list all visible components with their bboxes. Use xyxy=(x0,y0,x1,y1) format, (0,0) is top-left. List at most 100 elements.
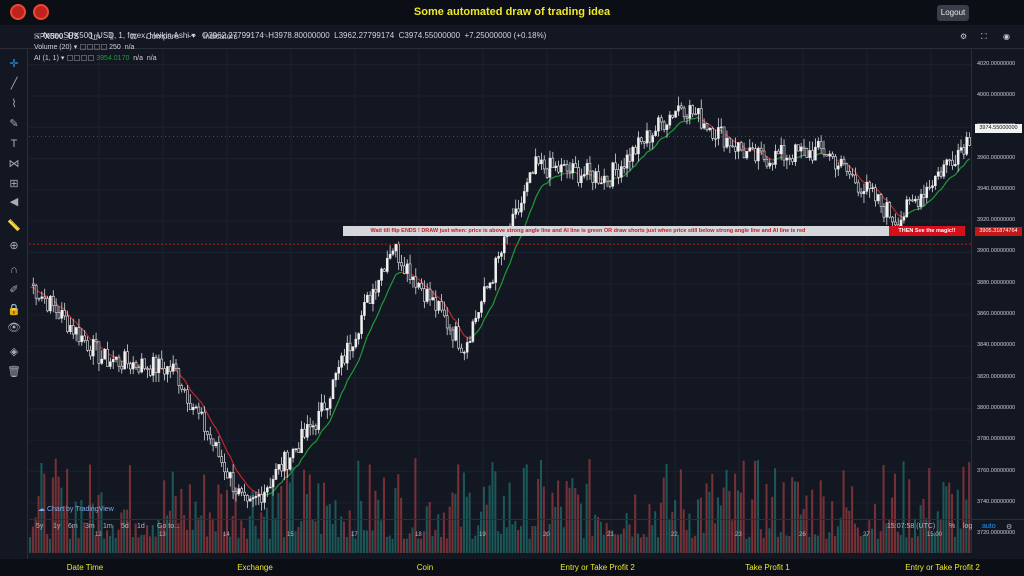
ai-line-segment xyxy=(395,272,399,276)
candle-body xyxy=(140,358,144,373)
zoom-in-icon[interactable]: ⊕ xyxy=(9,240,19,252)
logout-button[interactable]: Logout xyxy=(937,5,969,21)
range-3m[interactable]: 3m xyxy=(85,523,95,530)
time-tick-label: 15 xyxy=(287,532,294,538)
volume-bar xyxy=(831,501,834,553)
screenshot-icon[interactable]: ◉ xyxy=(1003,32,1010,41)
fullscreen-icon[interactable]: ⛶ xyxy=(981,32,987,41)
candle-body xyxy=(191,407,195,411)
settings-icon[interactable]: ⚙ xyxy=(960,32,968,41)
volume-bar xyxy=(120,512,123,553)
indicators-icon[interactable]: 〰 xyxy=(188,32,196,41)
volume-bar xyxy=(885,523,888,553)
tradingview-watermark[interactable]: ☁ Chart by TradingView xyxy=(38,506,114,513)
ruler-icon[interactable]: 📏 xyxy=(7,220,21,232)
price-axis[interactable] xyxy=(971,49,1024,553)
indicators-button[interactable]: Indicators xyxy=(203,32,238,41)
volume-bar xyxy=(893,473,896,553)
clock[interactable]: 15:07:58 (UTC) xyxy=(887,523,936,530)
volume-bar xyxy=(497,531,500,553)
volume-bar xyxy=(559,506,562,553)
fib-icon[interactable]: ⌇ xyxy=(11,98,17,110)
brush-icon[interactable]: ✎ xyxy=(9,118,19,130)
volume-bar xyxy=(377,499,380,553)
candle-body xyxy=(328,398,332,409)
candle-body xyxy=(902,216,906,221)
ai-line-segment xyxy=(209,418,214,425)
volume-bar xyxy=(305,494,308,553)
ai-line-segment xyxy=(934,191,939,196)
ai-line-segment xyxy=(686,118,691,122)
volume-label[interactable]: Volume (20) xyxy=(34,44,72,51)
candle-body xyxy=(517,208,520,213)
back-arrow-icon[interactable]: ◀ xyxy=(9,196,19,208)
range-1m[interactable]: 1m xyxy=(103,523,113,530)
volume-bar xyxy=(617,534,620,553)
compare-button[interactable]: Compare xyxy=(146,32,179,41)
candle-body xyxy=(134,362,138,368)
range-6m[interactable]: 6m xyxy=(68,523,78,530)
volume-bar xyxy=(422,531,425,553)
text-icon[interactable]: T xyxy=(10,138,18,150)
ai-line-segment xyxy=(798,155,802,158)
ai-label[interactable]: AI (1, 1) xyxy=(34,55,59,62)
candle-body xyxy=(131,362,135,370)
volume-bar xyxy=(511,524,514,553)
range-5d[interactable]: 5d xyxy=(121,523,129,530)
candle-body xyxy=(551,157,555,169)
candle-body xyxy=(814,146,817,161)
candle-body xyxy=(622,166,626,169)
prediction-icon[interactable]: ⊞ xyxy=(9,178,19,190)
ai-line-segment xyxy=(894,210,899,216)
candle-body xyxy=(77,327,81,343)
range-1y[interactable]: 1y xyxy=(53,523,61,530)
redo-icon[interactable]: ↷ xyxy=(262,32,269,41)
symbol-search[interactable]: SPX500_US xyxy=(34,32,79,41)
candle-body xyxy=(34,285,38,299)
candle-body xyxy=(691,105,694,115)
axis-settings-icon[interactable]: ⚙ xyxy=(1006,524,1013,531)
trend-line-icon[interactable]: ╱ xyxy=(10,78,18,90)
ai-line-segment xyxy=(72,319,77,323)
candle-body xyxy=(66,315,69,332)
stay-drawing-icon[interactable]: ✐ xyxy=(9,284,19,296)
volume-bar xyxy=(208,512,211,553)
candle-body xyxy=(799,146,803,152)
trash-icon[interactable]: 🗑 xyxy=(7,366,21,378)
chart-style-icon[interactable]: ⫼ xyxy=(110,32,114,41)
volume-bar xyxy=(328,504,331,553)
volume-bar xyxy=(805,495,808,553)
candle-body xyxy=(49,295,52,312)
range-5y[interactable]: 5y xyxy=(36,523,44,530)
log-toggle[interactable]: log xyxy=(963,523,973,530)
candle-body xyxy=(480,301,483,313)
candle-body xyxy=(560,164,563,173)
ai-line-segment xyxy=(338,392,343,401)
volume-bar xyxy=(788,536,791,553)
pattern-icon[interactable]: ⋈ xyxy=(8,158,20,170)
magnet-icon[interactable]: ∩ xyxy=(10,264,18,276)
candle-body xyxy=(625,154,629,169)
range-1d[interactable]: 1d xyxy=(137,523,145,530)
interval-selector[interactable]: 1m xyxy=(89,32,101,41)
crosshair-icon[interactable]: ✛ xyxy=(9,58,19,70)
goto-button[interactable]: Go to... xyxy=(157,523,180,530)
percent-toggle[interactable]: % xyxy=(949,523,956,530)
compare-icon[interactable]: ⚖ xyxy=(130,32,138,41)
lock-icon[interactable]: 🔒 xyxy=(7,304,21,316)
auto-toggle[interactable]: auto xyxy=(982,523,996,530)
candle-body xyxy=(460,347,463,353)
eye-icon[interactable]: 👁 xyxy=(7,322,21,334)
layers-icon[interactable]: ◈ xyxy=(9,346,19,358)
price-chart[interactable] xyxy=(29,49,971,553)
ai-line-segment xyxy=(943,181,948,186)
candle-body xyxy=(571,163,575,174)
ai-line-segment xyxy=(61,307,66,311)
volume-bar xyxy=(528,538,531,553)
collapse-legend-icon[interactable] xyxy=(35,32,41,39)
candle-body xyxy=(665,124,669,130)
candle-body xyxy=(562,164,566,166)
candle-body xyxy=(394,243,398,252)
undo-icon[interactable]: ↶ xyxy=(247,32,254,41)
candle-body xyxy=(914,198,917,202)
